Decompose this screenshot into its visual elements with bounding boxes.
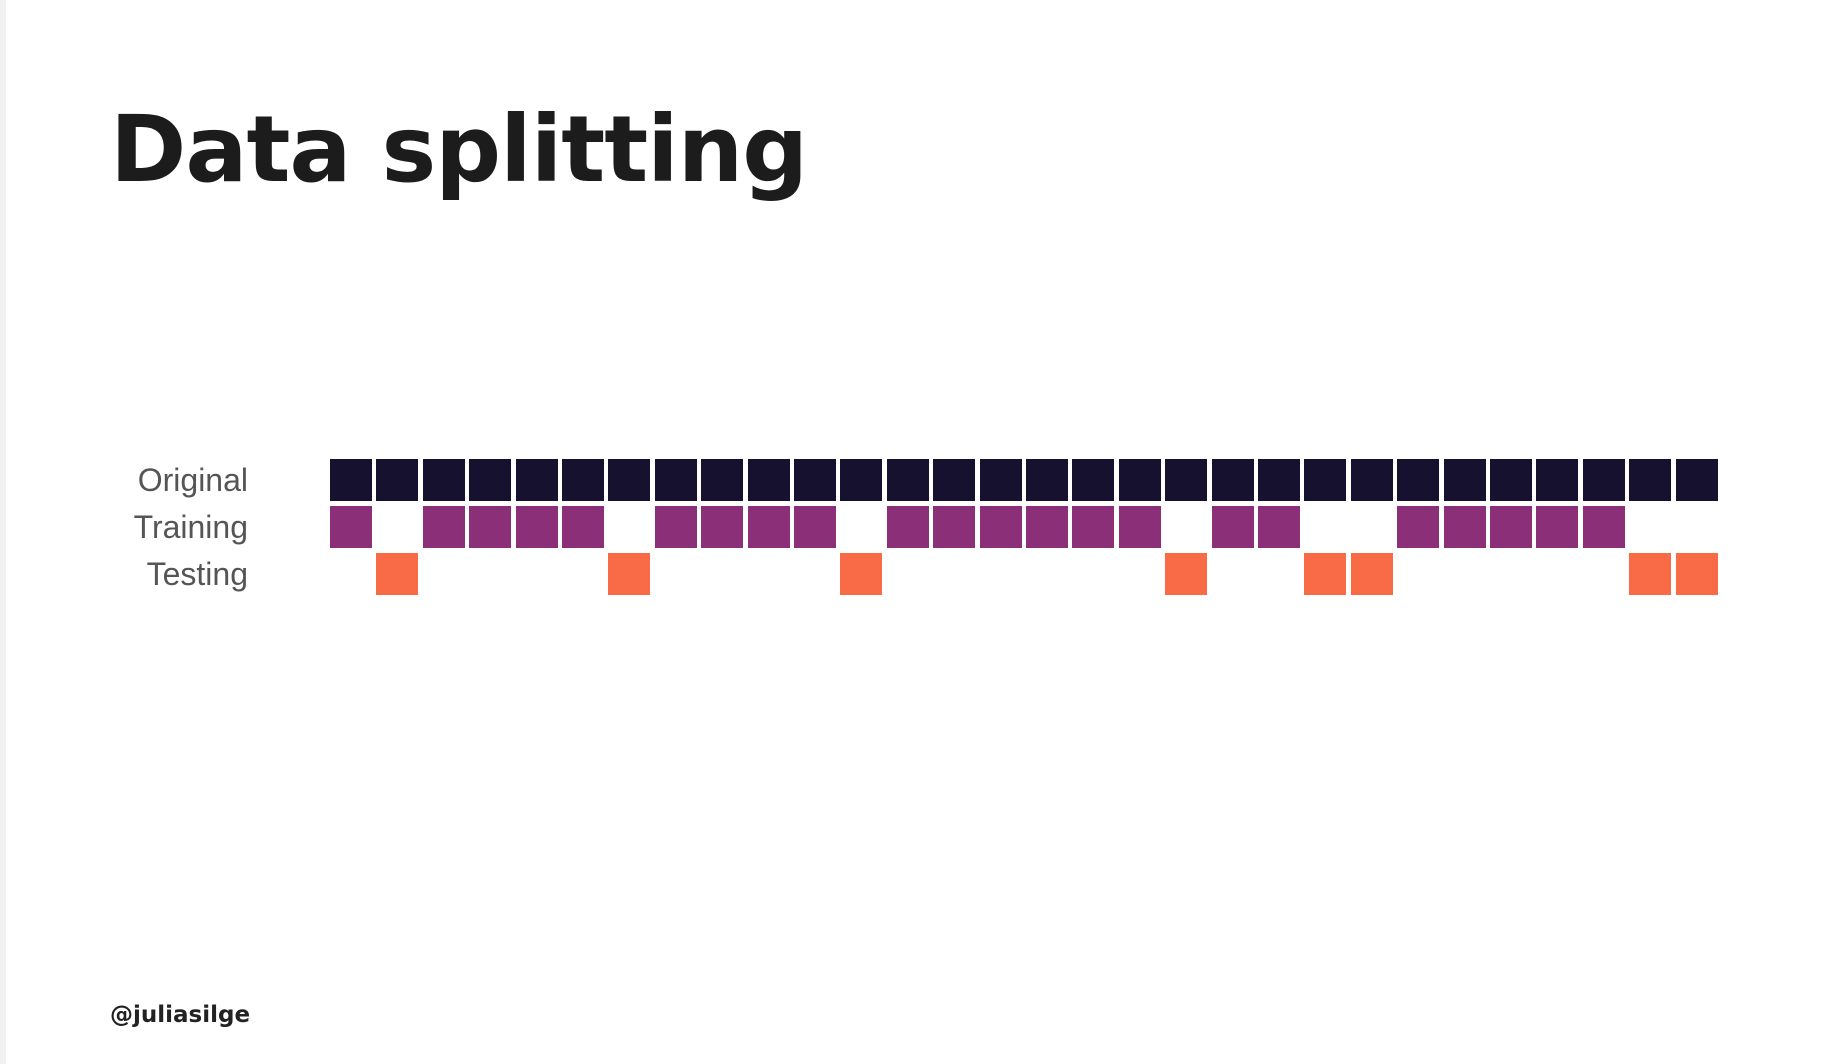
original-observation-square bbox=[1536, 459, 1579, 501]
original-observation-square bbox=[979, 459, 1022, 501]
testing-observation-square bbox=[1675, 553, 1718, 595]
training-observation-square bbox=[422, 506, 465, 548]
training-observation-square bbox=[1072, 506, 1115, 548]
original-observation-square bbox=[1675, 459, 1718, 501]
training-observation-square bbox=[469, 506, 512, 548]
original-observation-square bbox=[1629, 459, 1672, 501]
training-observation-square bbox=[1490, 506, 1532, 548]
original-observation-square bbox=[933, 459, 976, 501]
original-observation-square bbox=[1490, 459, 1532, 501]
testing-observation-square bbox=[1304, 553, 1347, 595]
slide-edge bbox=[0, 0, 6, 1064]
training-observation-square bbox=[933, 506, 976, 548]
training-observation-square bbox=[1026, 506, 1068, 548]
original-observation-square bbox=[469, 459, 512, 501]
testing-observation-square bbox=[840, 553, 883, 595]
original-observation-square bbox=[654, 459, 697, 501]
original-observation-square bbox=[747, 459, 790, 501]
original-observation-square bbox=[515, 459, 558, 501]
original-observation-square bbox=[608, 459, 651, 501]
original-observation-square bbox=[1211, 459, 1254, 501]
original-observation-square bbox=[1397, 459, 1440, 501]
original-observation-square bbox=[1072, 459, 1115, 501]
original-observation-square bbox=[1026, 459, 1068, 501]
original-observation-square bbox=[701, 459, 744, 501]
training-observation-square bbox=[1211, 506, 1254, 548]
testing-observation-square bbox=[1165, 553, 1208, 595]
original-observation-square bbox=[376, 459, 419, 501]
training-observation-square bbox=[1397, 506, 1440, 548]
training-observation-square bbox=[562, 506, 604, 548]
row-label-training: Training bbox=[133, 509, 248, 545]
original-observation-square bbox=[840, 459, 883, 501]
training-observation-square bbox=[1582, 506, 1625, 548]
training-observation-square bbox=[330, 506, 372, 548]
training-observation-square bbox=[794, 506, 836, 548]
testing-observation-square bbox=[608, 553, 651, 595]
original-observation-square bbox=[562, 459, 604, 501]
original-observation-square bbox=[1304, 459, 1347, 501]
original-observation-square bbox=[1165, 459, 1208, 501]
training-observation-square bbox=[515, 506, 558, 548]
author-handle: @juliasilge bbox=[110, 1002, 251, 1028]
testing-observation-square bbox=[1629, 553, 1672, 595]
training-observation-square bbox=[1258, 506, 1300, 548]
slide-title: Data splitting bbox=[110, 96, 808, 203]
original-observation-square bbox=[422, 459, 465, 501]
training-observation-square bbox=[1536, 506, 1579, 548]
training-observation-square bbox=[701, 506, 744, 548]
testing-observation-square bbox=[1350, 553, 1393, 595]
original-observation-square bbox=[1443, 459, 1486, 501]
original-observation-square bbox=[886, 459, 929, 501]
original-observation-square bbox=[1350, 459, 1393, 501]
original-observation-square bbox=[794, 459, 836, 501]
original-observation-square bbox=[1582, 459, 1625, 501]
training-observation-square bbox=[747, 506, 790, 548]
training-observation-square bbox=[1443, 506, 1486, 548]
training-observation-square bbox=[654, 506, 697, 548]
training-observation-square bbox=[979, 506, 1022, 548]
original-observation-square bbox=[330, 459, 372, 501]
original-observation-square bbox=[1258, 459, 1300, 501]
row-label-original: Original bbox=[137, 462, 248, 498]
original-observation-square bbox=[1118, 459, 1161, 501]
testing-observation-square bbox=[376, 553, 419, 595]
row-label-testing: Testing bbox=[146, 556, 248, 592]
training-observation-square bbox=[1118, 506, 1161, 548]
training-observation-square bbox=[886, 506, 929, 548]
